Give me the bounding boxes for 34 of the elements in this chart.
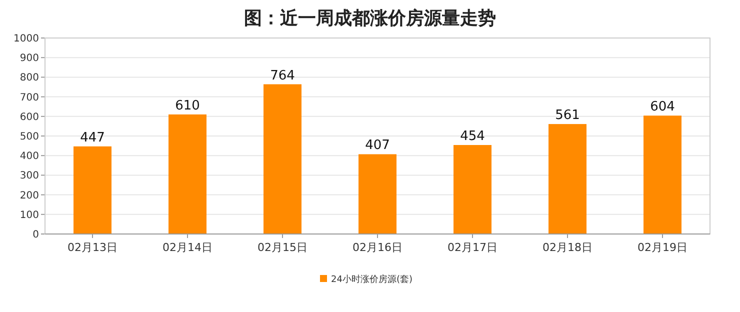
bar	[454, 145, 492, 234]
bar	[74, 146, 112, 234]
legend-label: 24小时涨价房源(套)	[331, 274, 412, 285]
y-tick-label: 300	[20, 170, 39, 182]
bar	[358, 154, 396, 234]
y-tick-label: 500	[20, 132, 39, 142]
x-tick-label: 02月18日	[542, 241, 592, 254]
data-label: 764	[270, 68, 295, 84]
data-label: 454	[460, 129, 485, 144]
y-tick-label: 200	[20, 190, 39, 202]
x-tick-label: 02月16日	[352, 241, 402, 254]
bar	[548, 124, 586, 234]
y-tick-label: 1000	[14, 34, 39, 44]
data-label: 407	[365, 138, 390, 154]
data-label: 447	[80, 130, 105, 146]
chart-title: 图：近一周成都涨价房源量走势	[244, 8, 496, 29]
bar	[264, 84, 302, 234]
y-tick-label: 800	[20, 72, 39, 84]
data-label: 561	[555, 108, 580, 124]
y-tick-label: 600	[20, 112, 39, 123]
y-tick-label: 100	[20, 210, 39, 221]
y-tick-label: 400	[20, 151, 39, 162]
data-label: 610	[175, 98, 200, 114]
x-tick-label: 02月19日	[638, 241, 688, 254]
x-tick-label: 02月15日	[258, 241, 308, 254]
x-tick-label: 02月17日	[448, 241, 498, 254]
data-label: 604	[650, 100, 675, 115]
bar	[168, 114, 206, 234]
y-tick-label: 900	[20, 53, 39, 64]
y-tick-label: 700	[20, 92, 39, 104]
bar	[644, 116, 682, 234]
y-tick-label: 0	[32, 230, 39, 240]
x-tick-label: 02月14日	[162, 241, 212, 254]
x-tick-label: 02月13日	[68, 241, 118, 254]
